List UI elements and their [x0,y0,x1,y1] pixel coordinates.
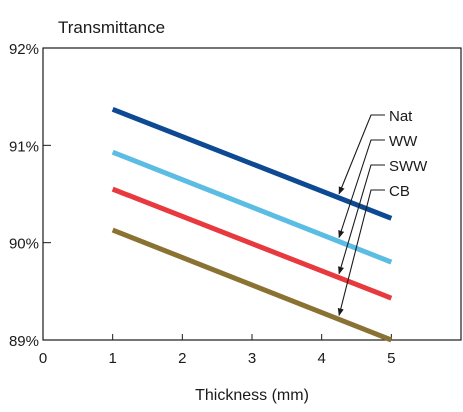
x-tick-label: 1 [108,350,116,367]
legend-label-cb: CB [389,183,410,200]
series-line-cb [111,227,393,343]
legend-label-sww: SWW [389,158,428,175]
y-tick-label: 89% [9,333,39,350]
legend-leader-nat [338,114,385,195]
series-line-sww [111,186,393,301]
y-tick-label: 91% [9,138,39,155]
x-axis-ticks: 0 1 2 3 4 5 [39,334,396,367]
x-tick-label: 0 [39,350,47,367]
legend-leader-sww [338,164,385,275]
legend-label-nat: Nat [389,108,413,125]
y-tick-label: 90% [9,236,39,253]
y-axis-ticks: 89% 90% 91% 92% [9,41,51,350]
series-line-nat [111,106,393,221]
legend-leader-cb [337,189,385,317]
x-tick-label: 3 [248,350,256,367]
y-tick-label: 92% [9,41,39,58]
legend-leader-ww [338,139,385,239]
chart-title: Transmittance [58,18,165,37]
legend: Nat WW SWW CB [337,108,428,317]
legend-label-ww: WW [389,133,418,150]
x-tick-label: 5 [387,350,395,367]
series-line-ww [111,149,393,265]
x-axis-label: Thickness (mm) [195,387,309,404]
series-lines [111,106,393,343]
x-tick-label: 2 [178,350,186,367]
x-tick-label: 4 [317,350,325,367]
